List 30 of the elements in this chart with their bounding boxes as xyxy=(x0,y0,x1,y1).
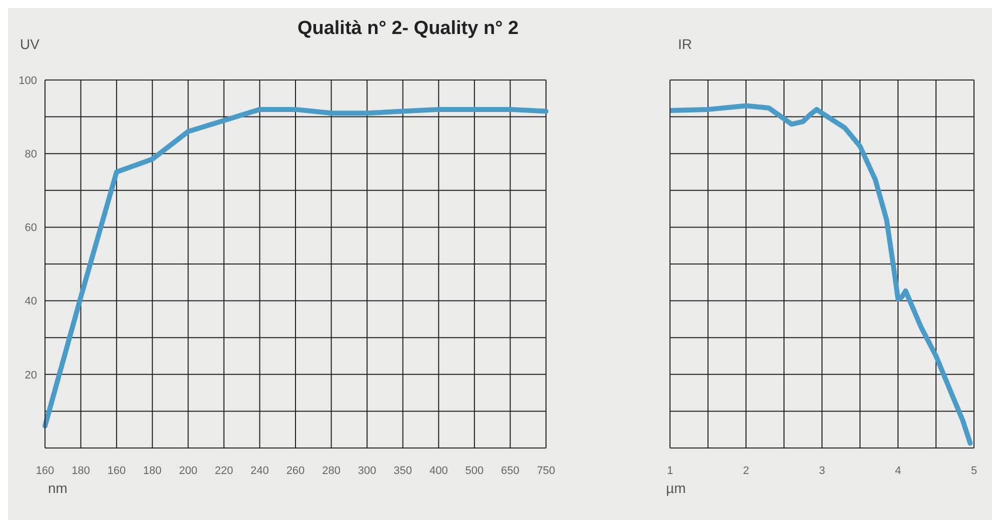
y-axis-title: IR xyxy=(678,36,692,52)
x-tick-label: 1 xyxy=(666,464,674,477)
x-axis-title: µm xyxy=(666,480,686,496)
y-tick-label: 100 xyxy=(18,74,37,87)
x-tick-label: 280 xyxy=(322,464,340,477)
x-tick-label: 400 xyxy=(429,464,448,477)
x-tick-label: 160 xyxy=(107,464,126,477)
x-tick-label: 2 xyxy=(742,464,750,477)
x-tick-label: 180 xyxy=(143,464,162,477)
y-tick-label: 80 xyxy=(24,148,37,161)
x-tick-label: 220 xyxy=(214,464,234,477)
y-tick-label: 40 xyxy=(24,296,37,308)
x-tick-label: 500 xyxy=(465,464,484,477)
y-tick-label: 20 xyxy=(24,369,37,382)
x-tick-label: 750 xyxy=(536,464,556,477)
y-tick-label: 60 xyxy=(24,222,37,234)
chart-title: Qualità n° 2- Quality n° 2 xyxy=(297,18,519,39)
x-tick-label: 200 xyxy=(178,464,198,477)
x-tick-label: 240 xyxy=(250,464,269,477)
y-axis-title: UV xyxy=(20,36,40,52)
x-tick-label: 650 xyxy=(501,464,520,477)
x-tick-label: 350 xyxy=(394,464,412,477)
x-tick-label: 260 xyxy=(286,464,305,477)
x-tick-label: 180 xyxy=(72,464,90,477)
x-tick-label: 5 xyxy=(970,464,978,477)
x-tick-label: 160 xyxy=(36,464,54,477)
x-tick-label: 3 xyxy=(818,464,826,477)
x-tick-label: 300 xyxy=(358,464,376,477)
x-axis-title: nm xyxy=(48,480,68,496)
x-tick-label: 4 xyxy=(894,464,902,477)
